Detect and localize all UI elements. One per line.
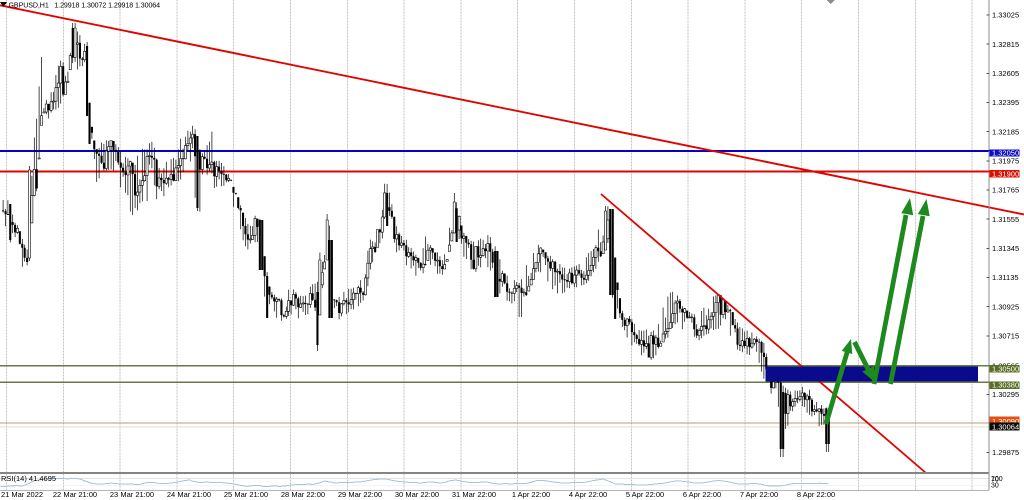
svg-text:1.29875: 1.29875 (992, 448, 1019, 457)
svg-text:1.32395: 1.32395 (992, 98, 1019, 107)
svg-text:1.30925: 1.30925 (992, 302, 1019, 311)
svg-text:1.33025: 1.33025 (992, 11, 1019, 20)
svg-text:1.31765: 1.31765 (992, 186, 1019, 195)
svg-text:1.30295: 1.30295 (992, 390, 1019, 399)
svg-text:4 Apr 22:00: 4 Apr 22:00 (569, 490, 607, 499)
svg-text:28 Mar 22:00: 28 Mar 22:00 (281, 490, 325, 499)
svg-text:1.31900: 1.31900 (992, 170, 1019, 179)
svg-text:GBPUSD,H1 1.29918 1.30072 1.: GBPUSD,H1 1.29918 1.30072 1.29918 1.3006… (9, 2, 161, 10)
svg-text:21 Mar 2022: 21 Mar 2022 (1, 490, 43, 499)
svg-text:30: 30 (991, 482, 999, 489)
svg-text:7 Apr 22:00: 7 Apr 22:00 (740, 490, 778, 499)
svg-text:1.30380: 1.30380 (992, 381, 1019, 390)
svg-text:1.30500: 1.30500 (992, 365, 1019, 374)
svg-text:24 Mar 21:00: 24 Mar 21:00 (167, 490, 211, 499)
svg-text:1.31135: 1.31135 (992, 273, 1019, 282)
svg-text:31 Mar 22:00: 31 Mar 22:00 (452, 490, 496, 499)
svg-text:1.32815: 1.32815 (992, 40, 1019, 49)
svg-text:1.32050: 1.32050 (992, 149, 1019, 158)
svg-text:RSI(14) 41.4695: RSI(14) 41.4695 (1, 474, 56, 483)
svg-text:1.30064: 1.30064 (992, 422, 1019, 431)
svg-text:1.32185: 1.32185 (992, 127, 1019, 136)
svg-text:100: 100 (991, 476, 1003, 483)
svg-text:30 Mar 22:00: 30 Mar 22:00 (395, 490, 439, 499)
svg-text:1.30090: 1.30090 (992, 417, 1019, 426)
svg-text:1.31555: 1.31555 (992, 215, 1019, 224)
svg-text:1 Apr 22:00: 1 Apr 22:00 (512, 490, 550, 499)
svg-text:1.31345: 1.31345 (992, 244, 1019, 253)
svg-text:23 Mar 21:00: 23 Mar 21:00 (110, 490, 154, 499)
svg-text:25 Mar 21:00: 25 Mar 21:00 (224, 490, 268, 499)
svg-text:1.31975: 1.31975 (992, 157, 1019, 166)
svg-text:5 Apr 22:00: 5 Apr 22:00 (626, 490, 664, 499)
svg-text:1.32605: 1.32605 (992, 69, 1019, 78)
svg-text:6 Apr 22:00: 6 Apr 22:00 (683, 490, 721, 499)
svg-text:1.30715: 1.30715 (992, 332, 1019, 341)
svg-text:8 Apr 22:00: 8 Apr 22:00 (797, 490, 835, 499)
svg-text:29 Mar 22:00: 29 Mar 22:00 (338, 490, 382, 499)
svg-text:70: 70 (991, 477, 999, 484)
svg-text:22 Mar 21:00: 22 Mar 21:00 (53, 490, 97, 499)
